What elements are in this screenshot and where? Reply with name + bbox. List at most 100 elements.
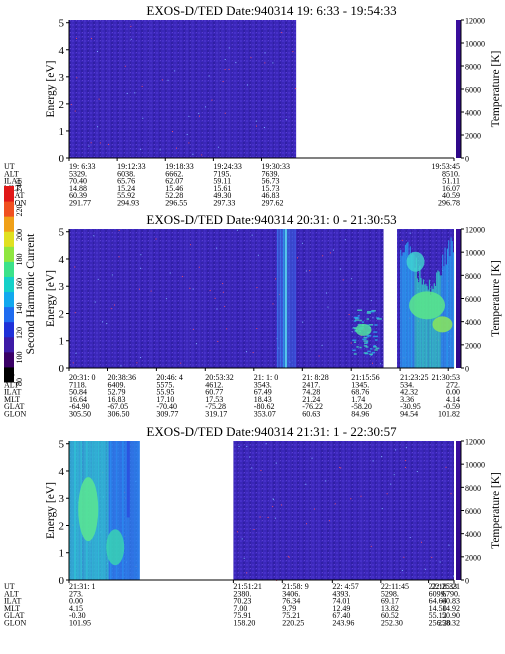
stripe (201, 20, 203, 158)
colorbar-tick-label: 240 (15, 180, 24, 192)
stripe (124, 229, 125, 368)
noise-dot (296, 257, 298, 259)
noise-dot (186, 134, 188, 136)
ephemeris-value: 67.40 (332, 611, 350, 620)
noise-dot (188, 142, 190, 144)
noise-dot (74, 266, 76, 268)
ephemeris-value: 6662. (165, 169, 183, 178)
ephemeris-value: 18.43 (254, 395, 272, 404)
burst-col (403, 252, 405, 368)
stripe (400, 441, 402, 580)
ephemeris-value: 49.30 (213, 191, 231, 200)
noise-dot (141, 85, 143, 87)
colorbar-label: Second Harmonic Current (25, 233, 37, 355)
patch-mark (353, 320, 357, 322)
ephemeris-value: 21:51:21 (233, 582, 261, 591)
burst-col (100, 441, 102, 580)
noise-dot (421, 541, 423, 543)
y2-tick-label: 12000 (465, 17, 485, 26)
colorbar-segment (4, 246, 14, 262)
band-stripe (278, 229, 280, 368)
noise-dot (381, 456, 383, 458)
noise-dot (288, 556, 290, 558)
noise-dot (409, 536, 411, 538)
ephemeris-value: -58.20 (351, 402, 372, 411)
noise-dot (326, 292, 328, 294)
burst-col (123, 441, 125, 580)
burst-col (112, 441, 114, 580)
ephemeris-row-label: GLON (4, 199, 26, 208)
burst-col (99, 441, 101, 580)
noise-dot (260, 470, 262, 472)
y2-axis-label: Temperature [K] (490, 51, 502, 128)
y-tick-label: 1 (59, 126, 65, 138)
patch-mark (357, 323, 362, 326)
stripe (311, 229, 313, 368)
ephemeris-value: 13.82 (381, 604, 399, 613)
burst-col (120, 441, 122, 580)
burst-col (132, 441, 134, 580)
ephemeris-value: 20:31: 0 (69, 373, 95, 382)
noise-dot (167, 79, 169, 81)
ephemeris-value: 56.73 (262, 177, 280, 186)
stripe (86, 229, 88, 368)
ephemeris-value: 1345. (351, 380, 369, 389)
y2-tick-label: 10000 (465, 40, 485, 49)
stripe (370, 441, 372, 580)
stripe (360, 441, 362, 580)
noise-dot (272, 506, 274, 508)
patch-mark (373, 331, 378, 333)
ephemeris-value: 6099. (429, 589, 447, 598)
stripe (313, 441, 315, 580)
burst-col (401, 255, 403, 368)
stripe (306, 229, 308, 368)
patch-mark (373, 335, 378, 338)
ephemeris-value: 296.78 (438, 199, 460, 208)
stripe (191, 20, 193, 158)
ephemeris-value: 256.20 (429, 619, 451, 628)
stripe (201, 229, 203, 368)
stripe (189, 229, 190, 368)
noise-dot (306, 523, 308, 525)
noise-dot (236, 229, 238, 231)
y-tick-label: 2 (59, 99, 65, 111)
stripe (270, 441, 272, 580)
noise-dot (393, 474, 395, 476)
burst-col (425, 283, 427, 368)
y-tick-label: 0 (59, 575, 65, 587)
burst-col (420, 278, 422, 368)
ephemeris-value: -0.59 (443, 402, 460, 411)
noise-dot (350, 498, 352, 500)
band-stripe (290, 229, 292, 368)
burst-core (409, 291, 446, 320)
noise-dot (281, 32, 283, 34)
ephemeris-value: 19:24:33 (213, 162, 241, 171)
ephemeris-value: 158.20 (233, 619, 255, 628)
stripe (266, 229, 268, 368)
patch-mark (366, 310, 371, 313)
noise-dot (263, 127, 265, 129)
noise-dot (350, 342, 352, 344)
noise-dot (246, 446, 248, 448)
ephemeris-value: 60.52 (381, 611, 399, 620)
stripe (96, 229, 98, 368)
stripe (256, 229, 258, 368)
stripe (310, 441, 312, 580)
y-tick-label: 4 (59, 254, 65, 266)
stripe (146, 20, 148, 158)
noise-dot (309, 270, 311, 272)
ephemeris-value: 60.77 (205, 388, 223, 397)
ephemeris-value: 7.00 (233, 604, 247, 613)
patch-mark (369, 353, 373, 355)
ephemeris-value: 70.40 (69, 177, 87, 186)
stripe (111, 229, 113, 368)
colorbar-tick-label: 80 (15, 378, 24, 386)
ephemeris-value: 353.07 (254, 410, 276, 419)
burst-col (444, 247, 446, 368)
stripe (94, 229, 95, 368)
noise-dot (189, 287, 191, 289)
patch-mark (352, 339, 357, 342)
noise-dot (107, 143, 109, 145)
y-tick-label: 3 (59, 72, 65, 84)
stripe (199, 229, 200, 368)
